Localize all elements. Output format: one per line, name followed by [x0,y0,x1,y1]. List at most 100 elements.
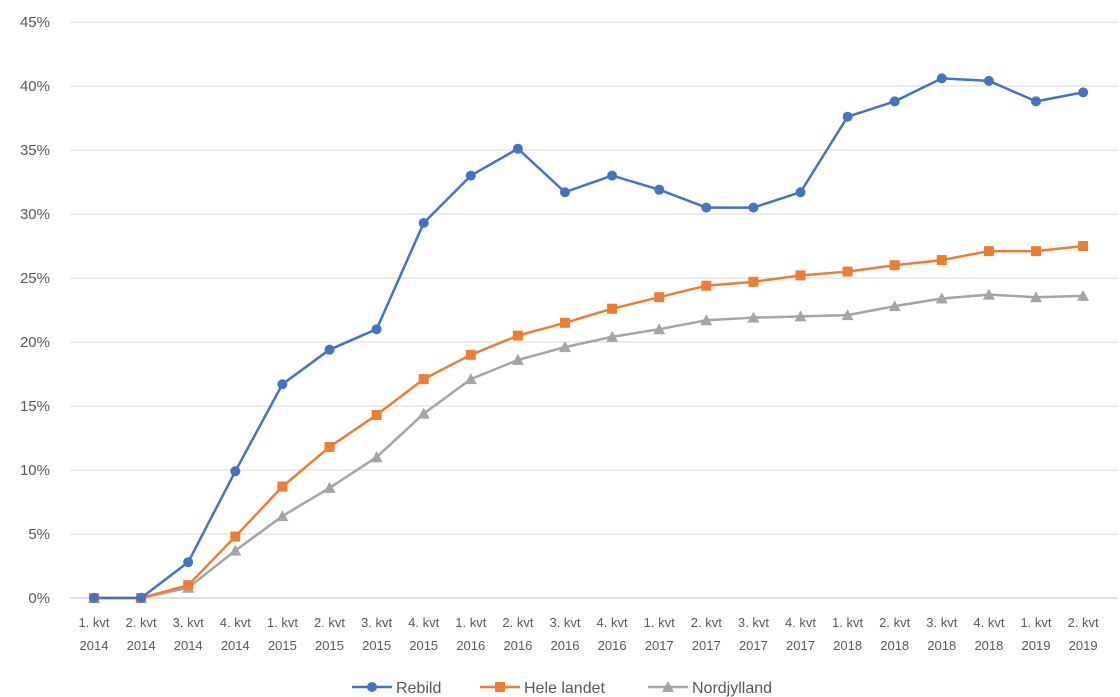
data-point-rebild [607,170,618,181]
data-point-nordjylland [1030,291,1042,303]
data-point-rebild [983,75,994,86]
x-tick-label: 2014 [80,638,109,653]
y-tick-label: 35% [20,142,50,159]
legend-marker [367,682,377,692]
data-point-nordjylland [1077,289,1090,301]
series-line-hele-landet [94,244,1084,600]
data-point-hele-landet [1078,241,1089,251]
data-point-nordjylland [888,300,901,312]
x-tick-label: 3. kvt [173,615,204,630]
x-tick-label: 4. kvt [597,615,628,630]
data-point-hele-landet [842,266,853,277]
data-point-hele-landet [607,303,618,314]
series-line-nordjylland [94,293,1084,600]
x-tick-label: 2015 [362,638,391,653]
x-tick-label: 2016 [456,638,485,653]
data-point-hele-landet [795,270,806,281]
data-point-nordjylland [935,292,948,304]
y-tick-label: 5% [28,526,50,543]
data-point-rebild [465,170,476,181]
legend-marker [662,681,674,692]
x-tick-label: 2019 [1069,638,1098,653]
legend-item-hele-landet: Hele landet [480,680,606,697]
data-point-nordjylland [747,311,760,323]
data-point-hele-landet [371,409,382,420]
x-tick-label: 3. kvt [361,615,392,630]
y-tick-label: 0% [28,590,50,607]
y-tick-label: 20% [20,334,50,351]
data-point-nordjylland [841,309,854,321]
data-point-rebild [654,184,665,195]
x-tick-label: 1. kvt [267,615,298,630]
data-point-hele-landet [324,441,335,452]
data-point-rebild [324,344,335,355]
data-point-rebild [183,557,194,568]
x-tick-label: 2016 [551,638,580,653]
x-tick-label: 4. kvt [408,615,439,630]
data-point-hele-landet [936,255,947,266]
x-tick-label: 1. kvt [455,615,486,630]
legend-label: Rebild [396,680,441,697]
x-tick-label: 2018 [974,638,1003,653]
legend-label: Nordjylland [692,680,772,697]
y-tick-label: 45% [20,14,50,31]
x-tick-label: 2. kvt [126,615,157,630]
legend-label: Hele landet [524,680,606,697]
legend-item-nordjylland: Nordjylland [648,680,772,697]
x-tick-label: 2014 [174,638,203,653]
y-tick-label: 10% [20,462,50,479]
x-axis-ticks: 1. kvt 2014 2. kvt 2014 3. kvt 2014 4. kvt 2014… [78,615,1099,653]
legend-item-rebild: Rebild [352,680,441,697]
x-tick-label: 2. kvt [691,615,722,630]
x-tick-label: 2014 [221,638,250,653]
x-tick-label: 3. kvt [926,615,957,630]
x-tick-label: 2. kvt [1068,615,1099,630]
y-axis-ticks: 0% 5% 10% 15% 20% 25% 30% 35% 40% 45% [20,14,50,607]
data-point-hele-landet [183,580,194,591]
data-point-hele-landet [560,317,570,328]
data-point-rebild [230,466,241,477]
y-tick-label: 25% [20,270,50,287]
x-tick-label: 2016 [503,638,532,653]
data-point-hele-landet [889,260,900,271]
data-point-hele-landet [512,330,523,341]
legend-marker [495,682,505,692]
x-tick-label: 2016 [598,638,627,653]
data-point-rebild [371,324,382,335]
data-point-hele-landet [418,374,429,385]
data-point-nordjylland [464,373,477,385]
x-tick-label: 2017 [786,638,815,653]
x-tick-label: 2015 [409,638,438,653]
data-point-rebild [1078,87,1089,98]
data-point-rebild [512,143,523,154]
x-tick-label: 2. kvt [502,615,533,630]
data-point-rebild [795,187,806,198]
data-point-hele-landet [230,531,241,542]
data-point-nordjylland [700,314,713,326]
x-tick-label: 2017 [645,638,674,653]
x-tick-label: 1. kvt [78,615,109,630]
x-tick-label: 2. kvt [879,615,910,630]
data-point-nordjylland [653,323,666,335]
data-point-rebild [560,187,570,198]
data-point-nordjylland [323,481,336,493]
data-point-rebild [89,593,99,603]
x-tick-label: 2. kvt [314,615,345,630]
y-tick-label: 40% [20,78,50,95]
legend: Rebild Hele landet Nordjylland [352,680,772,697]
data-point-rebild [1031,96,1041,107]
data-point-rebild [936,73,947,84]
x-tick-label: 2018 [880,638,909,653]
series-line-rebild [94,77,1084,600]
data-point-hele-landet [654,292,665,303]
x-tick-label: 2014 [127,638,156,653]
x-tick-label: 1. kvt [832,615,863,630]
data-point-nordjylland [417,407,430,419]
x-tick-label: 2018 [833,638,862,653]
data-point-nordjylland [511,353,524,365]
data-point-nordjylland [794,310,807,322]
data-point-nordjylland [982,288,995,300]
y-tick-label: 30% [20,206,50,223]
data-point-rebild [748,202,759,213]
